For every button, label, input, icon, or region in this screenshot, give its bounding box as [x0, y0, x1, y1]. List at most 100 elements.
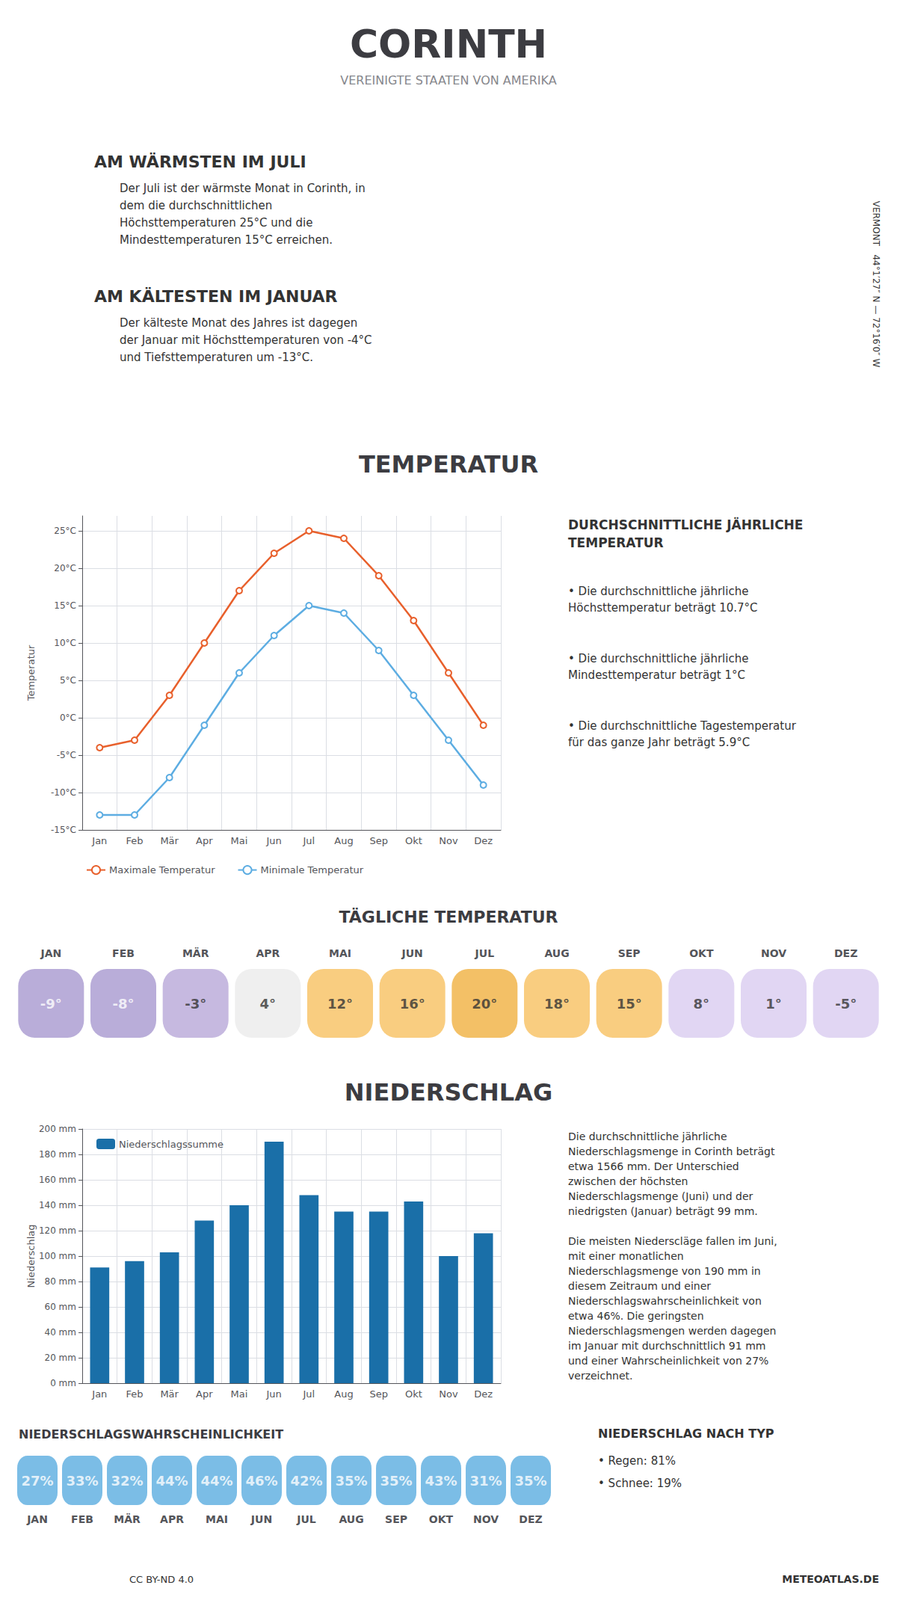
svg-text:DEZ: DEZ [834, 947, 858, 960]
svg-text:Dez: Dez [473, 1388, 493, 1400]
svg-text:140 mm: 140 mm [38, 1199, 77, 1211]
svg-text:-8°: -8° [112, 995, 135, 1012]
svg-text:TEMPERATUR: TEMPERATUR [568, 535, 664, 551]
svg-text:Jun: Jun [266, 1388, 282, 1400]
svg-text:dem die durchschnittlichen: dem die durchschnittlichen [119, 198, 273, 213]
svg-text:JUN: JUN [401, 947, 424, 960]
svg-text:MAI: MAI [205, 1512, 228, 1525]
svg-text:MÄR: MÄR [113, 1512, 141, 1525]
svg-text:• Die durchschnittliche jährli: • Die durchschnittliche jährliche [568, 584, 749, 598]
svg-text:Temperatur: Temperatur [25, 644, 37, 702]
svg-text:1°: 1° [765, 995, 782, 1012]
svg-text:TEMPERATUR: TEMPERATUR [358, 449, 539, 479]
svg-text:niedrigsten (Januar) beträgt 9: niedrigsten (Januar) beträgt 99 mm. [568, 1204, 758, 1217]
svg-text:120 mm: 120 mm [38, 1225, 77, 1236]
svg-text:NIEDERSCHLAGSWAHRSCHEINLICHKEI: NIEDERSCHLAGSWAHRSCHEINLICHKEIT [18, 1426, 284, 1442]
svg-text:AM KÄLTESTEN IM JANUAR: AM KÄLTESTEN IM JANUAR [94, 287, 338, 306]
svg-text:180 mm: 180 mm [38, 1148, 77, 1160]
svg-text:Niederschlagsmenge (Juni) und: Niederschlagsmenge (Juni) und der [568, 1190, 754, 1202]
svg-text:15°: 15° [616, 995, 643, 1012]
svg-text:mit einer monatlichen: mit einer monatlichen [568, 1249, 684, 1262]
svg-text:etwa 1566 mm. Der Unterschied: etwa 1566 mm. Der Unterschied [568, 1160, 740, 1173]
svg-text:JAN: JAN [39, 947, 62, 960]
svg-text:40 mm: 40 mm [44, 1326, 77, 1338]
svg-text:MAI: MAI [328, 947, 352, 960]
svg-text:Jan: Jan [91, 834, 107, 847]
svg-text:JAN: JAN [26, 1512, 48, 1525]
svg-text:für das ganze Jahr beträgt 5.9: für das ganze Jahr beträgt 5.9°C [568, 735, 750, 749]
svg-text:160 mm: 160 mm [38, 1174, 77, 1185]
svg-text:44%: 44% [155, 1472, 188, 1489]
svg-text:42%: 42% [290, 1472, 323, 1489]
svg-text:200 mm: 200 mm [38, 1123, 77, 1134]
svg-text:Apr: Apr [195, 834, 214, 847]
svg-text:0°C: 0°C [59, 712, 77, 723]
svg-text:Okt: Okt [405, 834, 423, 847]
svg-text:FEB: FEB [112, 947, 135, 960]
svg-text:35%: 35% [514, 1472, 547, 1489]
svg-text:Jul: Jul [301, 834, 315, 847]
svg-text:AUG: AUG [338, 1512, 364, 1525]
svg-text:43%: 43% [424, 1472, 457, 1489]
svg-text:-5°: -5° [834, 995, 857, 1012]
svg-text:Die meisten Niederscläge falle: Die meisten Niederscläge fallen im Juni, [568, 1234, 778, 1247]
svg-text:Der kälteste Monat des Jahres: Der kälteste Monat des Jahres ist dagege… [119, 316, 358, 330]
svg-text:44%: 44% [200, 1472, 233, 1489]
svg-text:und einer Wahrscheinlichkeit v: und einer Wahrscheinlichkeit von 27% [568, 1354, 769, 1367]
svg-text:CORINTH: CORINTH [349, 21, 548, 67]
svg-text:4°: 4° [260, 995, 277, 1012]
svg-text:27%: 27% [20, 1472, 54, 1489]
svg-text:Höchsttemperatur beträgt 10.7°: Höchsttemperatur beträgt 10.7°C [568, 600, 758, 615]
svg-text:80 mm: 80 mm [44, 1275, 77, 1287]
svg-text:-9°: -9° [40, 995, 63, 1012]
svg-text:Jun: Jun [266, 834, 282, 847]
svg-text:46%: 46% [245, 1472, 278, 1489]
svg-text:AM WÄRMSTEN IM JULI: AM WÄRMSTEN IM JULI [94, 152, 307, 172]
svg-text:Die durchschnittliche jährlich: Die durchschnittliche jährliche [568, 1130, 728, 1143]
svg-text:Mindesttemperatur beträgt 1°C: Mindesttemperatur beträgt 1°C [568, 668, 746, 682]
svg-text:Sep: Sep [369, 834, 388, 847]
svg-text:Jul: Jul [301, 1388, 315, 1400]
svg-text:OKT: OKT [429, 1512, 454, 1525]
svg-text:Der Juli ist der wärmste Monat: Der Juli ist der wärmste Monat in Corint… [119, 181, 366, 196]
svg-text:20°: 20° [471, 995, 498, 1012]
svg-text:Aug: Aug [334, 834, 353, 847]
svg-text:MÄR: MÄR [182, 947, 210, 960]
svg-text:31%: 31% [469, 1472, 502, 1489]
svg-text:NOV: NOV [473, 1512, 499, 1525]
svg-text:etwa 46%. Die geringsten: etwa 46%. Die geringsten [568, 1309, 705, 1322]
svg-text:• Die durchschnittliche jährli: • Die durchschnittliche jährliche [568, 651, 749, 666]
svg-text:Niederschlagssumme: Niederschlagssumme [118, 1138, 224, 1150]
svg-text:Minimale Temperatur: Minimale Temperatur [260, 864, 364, 876]
svg-text:-10°C: -10°C [50, 787, 77, 798]
svg-text:NIEDERSCHLAG: NIEDERSCHLAG [344, 1077, 553, 1107]
svg-text:Höchsttemperaturen 25°C und di: Höchsttemperaturen 25°C und die [119, 216, 314, 230]
svg-text:Mär: Mär [159, 1388, 179, 1400]
svg-text:OKT: OKT [689, 947, 714, 960]
svg-text:8°: 8° [693, 995, 711, 1012]
svg-text:und Tiefsttemperaturen um -13°: und Tiefsttemperaturen um -13°C. [119, 350, 314, 365]
svg-text:• Die durchschnittliche Tagest: • Die durchschnittliche Tagestemperatur [568, 719, 797, 733]
svg-text:zwischen der höchsten: zwischen der höchsten [568, 1175, 688, 1188]
svg-text:CC BY-ND 4.0: CC BY-ND 4.0 [129, 1573, 194, 1585]
svg-text:0 mm: 0 mm [50, 1377, 77, 1389]
svg-text:im Januar mit durchschnittlich: im Januar mit durchschnittlich 91 mm [568, 1339, 766, 1352]
svg-text:15°C: 15°C [53, 600, 77, 611]
svg-text:DURCHSCHNITTLICHE JÄHRLICHE: DURCHSCHNITTLICHE JÄHRLICHE [568, 516, 803, 533]
svg-text:33%: 33% [65, 1472, 98, 1489]
svg-text:SEP: SEP [384, 1512, 408, 1525]
svg-text:Niederschlag: Niederschlag [25, 1224, 37, 1288]
svg-text:Apr: Apr [195, 1388, 214, 1400]
svg-text:SEP: SEP [618, 947, 641, 960]
svg-text:der Januar mit Höchsttemperatu: der Januar mit Höchsttemperaturen von -4… [119, 333, 373, 347]
svg-text:16°: 16° [399, 995, 426, 1012]
svg-text:AUG: AUG [544, 947, 569, 960]
svg-text:Maximale Temperatur: Maximale Temperatur [109, 864, 216, 876]
svg-text:18°: 18° [544, 995, 570, 1012]
svg-text:APR: APR [255, 947, 280, 960]
svg-text:5°C: 5°C [59, 674, 77, 686]
svg-text:25°C: 25°C [53, 525, 77, 536]
svg-text:Dez: Dez [473, 834, 493, 847]
svg-text:VERMONT 44°1′27″ N — 72°16′0: VERMONT 44°1′27″ N — 72°16′0″ W [870, 201, 882, 368]
svg-text:Mindesttemperaturen 15°C errei: Mindesttemperaturen 15°C erreichen. [119, 233, 333, 247]
